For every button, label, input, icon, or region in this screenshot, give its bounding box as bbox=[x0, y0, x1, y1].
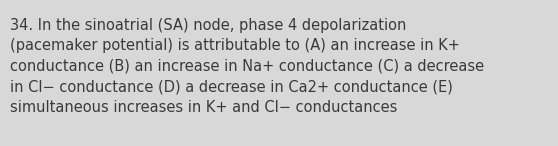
Text: 34. In the sinoatrial (SA) node, phase 4 depolarization
(pacemaker potential) is: 34. In the sinoatrial (SA) node, phase 4… bbox=[10, 18, 484, 115]
